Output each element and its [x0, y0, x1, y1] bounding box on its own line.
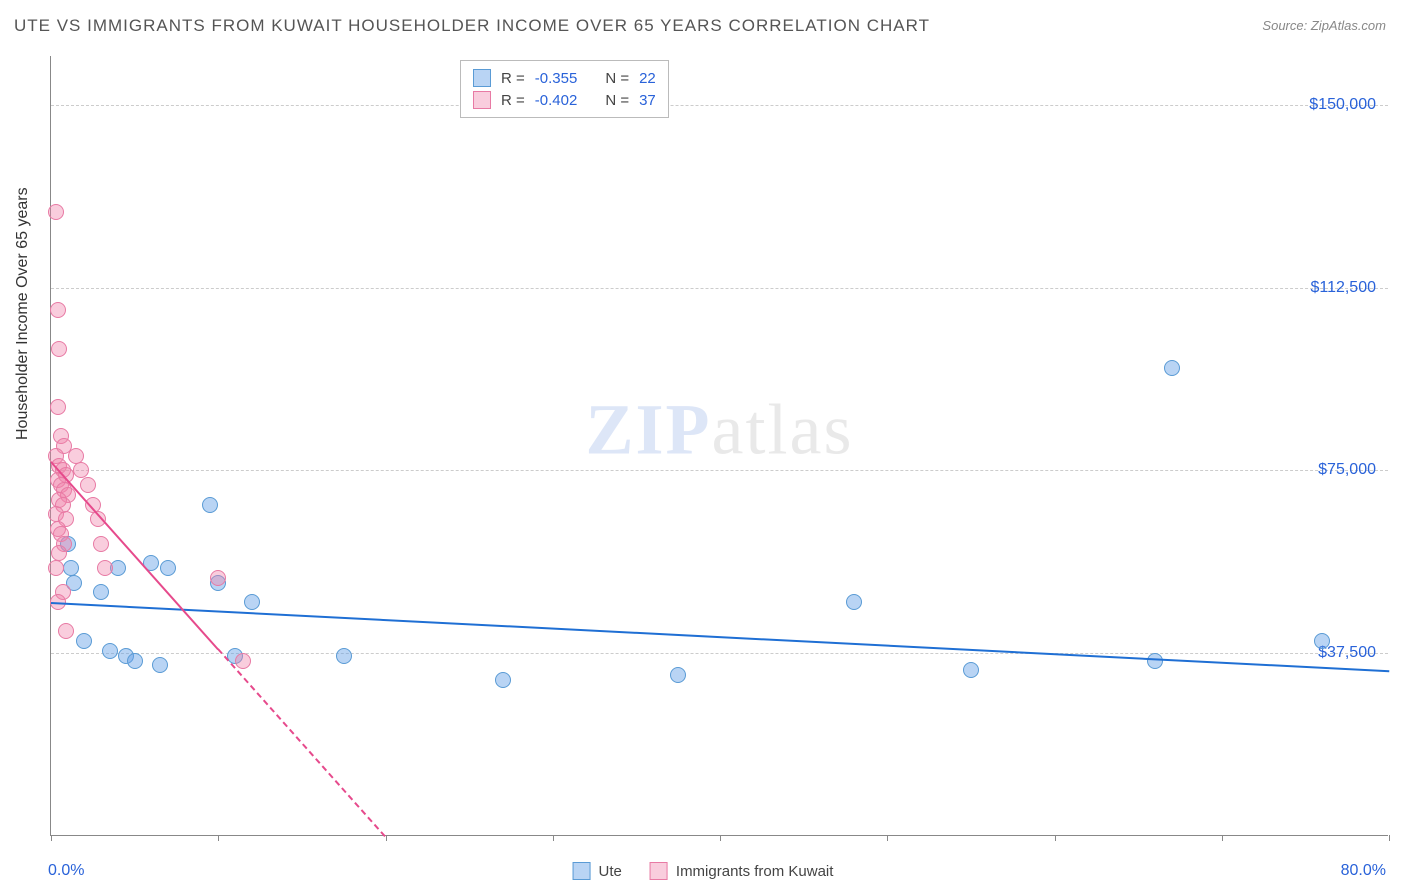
legend-label-ute: Ute [599, 863, 622, 880]
swatch-ute [473, 69, 491, 87]
scatter-point [58, 623, 74, 639]
scatter-point [93, 584, 109, 600]
x-tick [720, 835, 721, 841]
legend-item-kuwait: Immigrants from Kuwait [650, 862, 834, 880]
legend-bottom: Ute Immigrants from Kuwait [573, 862, 834, 880]
scatter-point [97, 560, 113, 576]
watermark-zip: ZIP [586, 389, 712, 469]
x-tick [1055, 835, 1056, 841]
gridline-h [51, 653, 1388, 654]
scatter-point [336, 648, 352, 664]
y-tick-label: $112,500 [1310, 279, 1376, 297]
scatter-point [210, 570, 226, 586]
scatter-point [202, 497, 218, 513]
stat-r-label-2: R = [501, 92, 525, 109]
scatter-point [73, 462, 89, 478]
stat-n-ute: 22 [639, 70, 656, 87]
scatter-point [50, 302, 66, 318]
scatter-point [963, 662, 979, 678]
scatter-point [48, 560, 64, 576]
x-tick [51, 835, 52, 841]
watermark: ZIPatlas [586, 388, 854, 471]
legend-swatch-kuwait [650, 862, 668, 880]
scatter-point [50, 399, 66, 415]
scatter-point [102, 643, 118, 659]
scatter-point [670, 667, 686, 683]
scatter-point [93, 536, 109, 552]
stat-n-label-2: N = [605, 92, 629, 109]
watermark-atlas: atlas [712, 389, 854, 469]
stat-r-label: R = [501, 70, 525, 87]
plot-area: ZIPatlas $37,500$75,000$112,500$150,000 [50, 56, 1388, 836]
scatter-point [235, 653, 251, 669]
x-tick [1389, 835, 1390, 841]
scatter-point [1164, 360, 1180, 376]
gridline-h [51, 105, 1388, 106]
x-axis-min-label: 0.0% [48, 862, 84, 880]
scatter-point [1314, 633, 1330, 649]
source-value: ZipAtlas.com [1311, 18, 1386, 33]
scatter-point [51, 341, 67, 357]
stat-r-kuwait: -0.402 [535, 92, 578, 109]
trendline [50, 461, 219, 650]
scatter-point [127, 653, 143, 669]
gridline-h [51, 288, 1388, 289]
swatch-kuwait [473, 91, 491, 109]
scatter-point [51, 545, 67, 561]
scatter-point [160, 560, 176, 576]
chart-title: UTE VS IMMIGRANTS FROM KUWAIT HOUSEHOLDE… [14, 16, 930, 36]
y-tick-label: $75,000 [1318, 461, 1376, 479]
stat-n-label: N = [605, 70, 629, 87]
y-tick-label: $150,000 [1309, 96, 1376, 114]
chart-source: Source: ZipAtlas.com [1262, 18, 1386, 33]
scatter-point [80, 477, 96, 493]
source-label: Source: [1262, 18, 1307, 33]
scatter-point [846, 594, 862, 610]
legend-item-ute: Ute [573, 862, 622, 880]
x-tick [553, 835, 554, 841]
x-tick [887, 835, 888, 841]
scatter-point [495, 672, 511, 688]
scatter-point [68, 448, 84, 464]
scatter-point [152, 657, 168, 673]
scatter-point [76, 633, 92, 649]
trendline [218, 649, 387, 838]
x-tick [1222, 835, 1223, 841]
stats-legend-box: R = -0.355 N = 22 R = -0.402 N = 37 [460, 60, 669, 118]
x-tick [218, 835, 219, 841]
y-axis-label: Householder Income Over 65 years [14, 187, 32, 440]
scatter-point [63, 560, 79, 576]
stat-n-kuwait: 37 [639, 92, 656, 109]
chart-container: UTE VS IMMIGRANTS FROM KUWAIT HOUSEHOLDE… [0, 0, 1406, 892]
scatter-point [244, 594, 260, 610]
x-axis-max-label: 80.0% [1341, 862, 1386, 880]
stats-row-ute: R = -0.355 N = 22 [473, 67, 656, 89]
gridline-h [51, 470, 1388, 471]
legend-swatch-ute [573, 862, 591, 880]
legend-label-kuwait: Immigrants from Kuwait [676, 863, 834, 880]
stat-r-ute: -0.355 [535, 70, 578, 87]
stats-row-kuwait: R = -0.402 N = 37 [473, 89, 656, 111]
trendline [51, 602, 1389, 672]
scatter-point [48, 204, 64, 220]
